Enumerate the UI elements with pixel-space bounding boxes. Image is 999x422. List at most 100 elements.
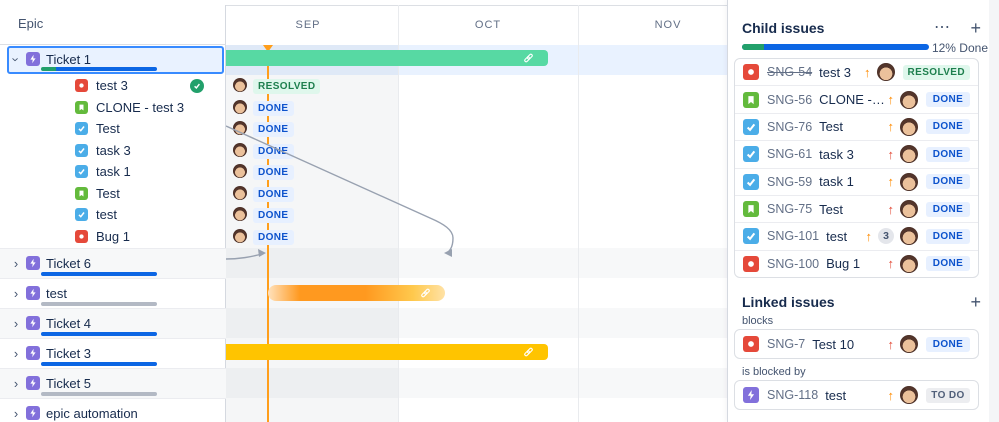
issue-list-item[interactable]: SNG-54 test 3 ↑ RESOLVED <box>735 59 978 87</box>
epic-progress-bar <box>41 362 157 366</box>
child-issue-label: CLONE - test 3 <box>96 99 185 115</box>
sidebar-item-child[interactable]: test <box>0 204 226 226</box>
issue-list-item[interactable]: SNG-7 Test 10 ↑ DONE <box>735 330 978 358</box>
assignee-avatar <box>900 145 918 164</box>
sidebar-item-epic[interactable]: › Ticket 3 <box>0 338 226 368</box>
status-lozenge: DONE <box>253 208 294 223</box>
assignee-avatar <box>900 90 918 109</box>
sidebar-item-epic[interactable]: › Ticket 6 <box>0 248 226 278</box>
link-group-label: blocks <box>742 315 774 327</box>
chevron-down-icon[interactable]: › <box>8 57 24 62</box>
sidebar-item-child[interactable]: Test <box>0 118 226 140</box>
issue-key-link[interactable]: SNG-61 <box>767 147 813 162</box>
sidebar-item-epic[interactable]: › Ticket 4 <box>0 308 226 338</box>
issue-type-task-icon <box>75 122 88 135</box>
sidebar-item-child[interactable]: CLONE - test 3 <box>0 97 226 119</box>
status-lozenge: DONE <box>926 92 970 108</box>
issue-type-story-icon <box>75 100 88 114</box>
issue-list-item[interactable]: SNG-101 test ↑ 3 DONE <box>735 223 978 251</box>
priority-high-icon: ↑ <box>887 92 895 108</box>
status-lozenge: DONE <box>253 143 294 159</box>
sidebar-item-child[interactable]: test 3 <box>0 75 226 97</box>
sidebar-item-epic[interactable]: › epic automation <box>0 398 226 422</box>
chevron-right-icon[interactable]: › <box>13 406 19 421</box>
chevron-right-icon[interactable]: › <box>13 376 19 391</box>
issue-list-item[interactable]: SNG-76 Test ↑ DONE <box>735 114 978 142</box>
child-issue-label: test 3 <box>96 78 128 93</box>
issue-key-link[interactable]: SNG-76 <box>767 119 813 134</box>
issue-type-task-icon <box>743 146 759 163</box>
issue-list-item[interactable]: SNG-61 task 3 ↑ DONE <box>735 141 978 169</box>
sidebar-item-epic[interactable]: › Ticket 1 <box>0 45 226 75</box>
issue-key-link[interactable]: SNG-54 <box>767 65 813 80</box>
assignee-avatar <box>900 386 918 404</box>
status-lozenge: DONE <box>926 256 970 272</box>
chevron-right-icon[interactable]: › <box>13 346 19 361</box>
sidebar-item-epic[interactable]: › Ticket 5 <box>0 368 226 398</box>
status-lozenge: RESOLVED <box>253 79 321 94</box>
sidebar-item-epic[interactable]: › test <box>0 278 226 308</box>
gantt-bar[interactable] <box>268 285 445 301</box>
issue-key-link[interactable]: SNG-7 <box>767 337 806 351</box>
issue-type-epic-icon <box>26 346 40 360</box>
gantt-bar[interactable] <box>226 50 548 66</box>
issue-type-task-icon <box>743 228 759 245</box>
issue-title: Test <box>819 201 843 217</box>
assignee-avatar <box>876 63 895 82</box>
add-child-issue-button[interactable]: + <box>966 17 985 39</box>
issue-list-item[interactable]: SNG-59 task 1 ↑ DONE <box>735 169 978 196</box>
issue-key-link[interactable]: SNG-100 <box>767 256 820 271</box>
issue-list-item[interactable]: SNG-118 test ↑ TO DO <box>735 381 978 409</box>
assignee-avatar <box>233 142 247 157</box>
issue-key-link[interactable]: SNG-118 <box>767 388 819 402</box>
assignee-avatar <box>900 117 918 136</box>
chevron-right-icon[interactable]: › <box>13 316 19 331</box>
issue-key-link[interactable]: SNG-75 <box>767 202 813 217</box>
issue-type-epic-icon <box>743 387 759 403</box>
priority-high-icon: ↑ <box>887 387 895 403</box>
epic-sidebar: Epic › Ticket 1 test 3 CLONE - test 3 Test ta… <box>0 5 226 422</box>
status-lozenge: DONE <box>253 122 294 137</box>
issue-key-link[interactable]: SNG-59 <box>767 174 813 189</box>
percent-done-label: 12% Done <box>931 41 988 55</box>
scrollbar-track[interactable] <box>989 0 999 422</box>
link-icon <box>524 53 533 63</box>
issue-key-link[interactable]: SNG-56 <box>767 92 813 107</box>
add-linked-issue-button[interactable]: + <box>966 291 985 313</box>
epic-label: Ticket 5 <box>46 376 92 391</box>
child-issue-label: Test <box>96 185 120 201</box>
assignee-avatar <box>233 164 247 178</box>
issue-type-epic-icon <box>26 376 40 390</box>
chevron-right-icon[interactable]: › <box>13 286 19 301</box>
assignee-avatar <box>900 227 918 246</box>
gantt-bar[interactable] <box>226 344 548 360</box>
issue-list-item[interactable]: SNG-100 Bug 1 ↑ DONE <box>735 251 978 277</box>
chevron-right-icon[interactable]: › <box>13 256 19 271</box>
status-lozenge: DONE <box>926 146 970 162</box>
issue-type-story-icon <box>743 201 759 218</box>
status-lozenge: DONE <box>926 336 970 352</box>
issue-key-link[interactable]: SNG-101 <box>767 229 820 244</box>
timeline-chart[interactable]: SEP OCT NOV RESOLVED DONE DONE DONE DONE DONE DON… <box>226 5 727 422</box>
issue-type-bug-icon <box>75 229 88 243</box>
linked-issues-list: SNG-118 test ↑ TO DO <box>734 380 979 410</box>
epic-progress-bar <box>41 67 157 71</box>
issue-list-item[interactable]: SNG-75 Test ↑ DONE <box>735 196 978 224</box>
priority-highest-icon: ↑ <box>887 146 895 162</box>
epic-progress-bar <box>41 332 157 336</box>
issue-list-item[interactable]: SNG-56 CLONE - test 3↑ DONE <box>735 86 978 114</box>
assignee-avatar <box>900 200 918 219</box>
sidebar-item-child[interactable]: Test <box>0 183 226 205</box>
sidebar-item-child[interactable]: task 3 <box>0 140 226 162</box>
sidebar-item-child[interactable]: task 1 <box>0 161 226 183</box>
child-issues-title: Child issues <box>742 20 825 36</box>
assignee-avatar <box>900 172 918 191</box>
status-lozenge: TO DO <box>926 387 970 403</box>
month-label: NOV <box>654 19 682 31</box>
more-icon[interactable]: ⋯ <box>930 18 955 38</box>
issue-title: test 3 <box>819 64 851 80</box>
issue-detail-panel: Child issues ⋯ + 12% Done SNG-54 test 3 ↑ R… <box>727 0 999 422</box>
linked-issues-list: SNG-7 Test 10 ↑ DONE <box>734 329 979 359</box>
assignee-avatar <box>233 78 247 92</box>
sidebar-item-child[interactable]: Bug 1 <box>0 226 226 248</box>
